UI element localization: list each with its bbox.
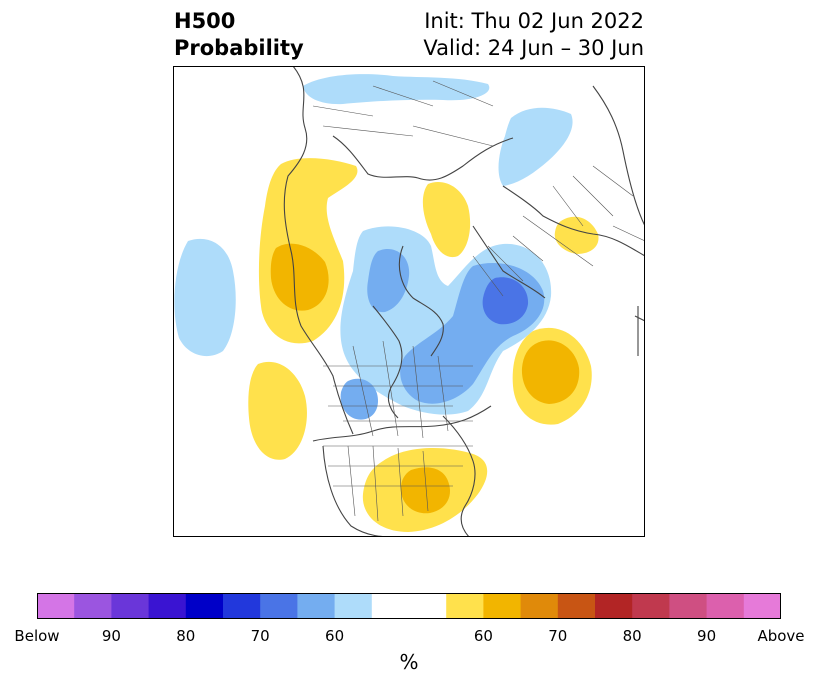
map-title: H500 Probability [174, 8, 304, 62]
below-80-europe [482, 277, 529, 325]
above-70-alaska-pacific [270, 243, 329, 311]
init-date: Init: Thu 02 Jun 2022 [424, 9, 644, 33]
colorbar-swatch [185, 593, 224, 619]
colorbar-swatch [148, 593, 187, 619]
title-line-2: Probability [174, 36, 304, 60]
colorbar-tick-label: Above [757, 627, 805, 645]
colorbar-tick-label: 70 [548, 627, 568, 645]
above-normal-areas [248, 158, 599, 532]
colorbar-swatch [371, 593, 410, 619]
title-line-1: H500 [174, 9, 236, 33]
political-borders [312, 80, 645, 522]
colorbar-tick-label: 90 [697, 627, 717, 645]
below-60-asia-north [498, 107, 573, 186]
colorbar-swatch [520, 593, 559, 619]
colorbar-unit: % [399, 650, 419, 674]
colorbar-swatch [297, 593, 336, 619]
colorbar-swatch [632, 593, 670, 619]
colorbar-border [37, 593, 781, 619]
colorbar-tick-label: 80 [622, 627, 642, 645]
colorbar-tick-label: 70 [250, 627, 270, 645]
colorbar-tick-label: 80 [176, 627, 196, 645]
colorbar-swatch [409, 593, 447, 619]
colorbar-tick-label: 60 [473, 627, 493, 645]
colorbar-swatch [595, 593, 633, 619]
colorbar-swatch [260, 593, 298, 619]
below-70-canada [340, 378, 378, 420]
colorbar-swatch [743, 593, 781, 619]
colorbar-tick-label: Below [14, 627, 60, 645]
colorbar-swatch [37, 593, 75, 619]
colorbar-swatch [334, 593, 373, 619]
colorbar-swatch [483, 593, 522, 619]
below-60-north-pacific [174, 238, 236, 357]
colorbar-swatch [557, 593, 596, 619]
valid-range: Valid: 24 Jun – 30 Jun [423, 36, 644, 60]
map-border [173, 66, 645, 537]
colorbar-swatch [446, 593, 484, 619]
colorbar [37, 593, 781, 619]
above-70-atlantic [521, 340, 580, 404]
below-60-russia-top [303, 74, 490, 105]
colorbar-tick-label: 60 [325, 627, 345, 645]
colorbar-swatch [706, 593, 745, 619]
colorbar-swatch [669, 593, 708, 619]
below-70-arctic-atlantic [367, 248, 410, 313]
colorbar-swatch [74, 593, 112, 619]
below-normal-areas [174, 74, 573, 420]
above-60-hawaii [248, 361, 307, 460]
above-70-us-southeast [400, 467, 451, 514]
colorbar-tick-label: 90 [101, 627, 121, 645]
forecast-dates: Init: Thu 02 Jun 2022 Valid: 24 Jun – 30… [423, 8, 644, 62]
above-60-scandinavia [422, 182, 471, 258]
colorbar-swatch [111, 593, 150, 619]
probability-map [173, 66, 645, 537]
colorbar-swatch [223, 593, 261, 619]
